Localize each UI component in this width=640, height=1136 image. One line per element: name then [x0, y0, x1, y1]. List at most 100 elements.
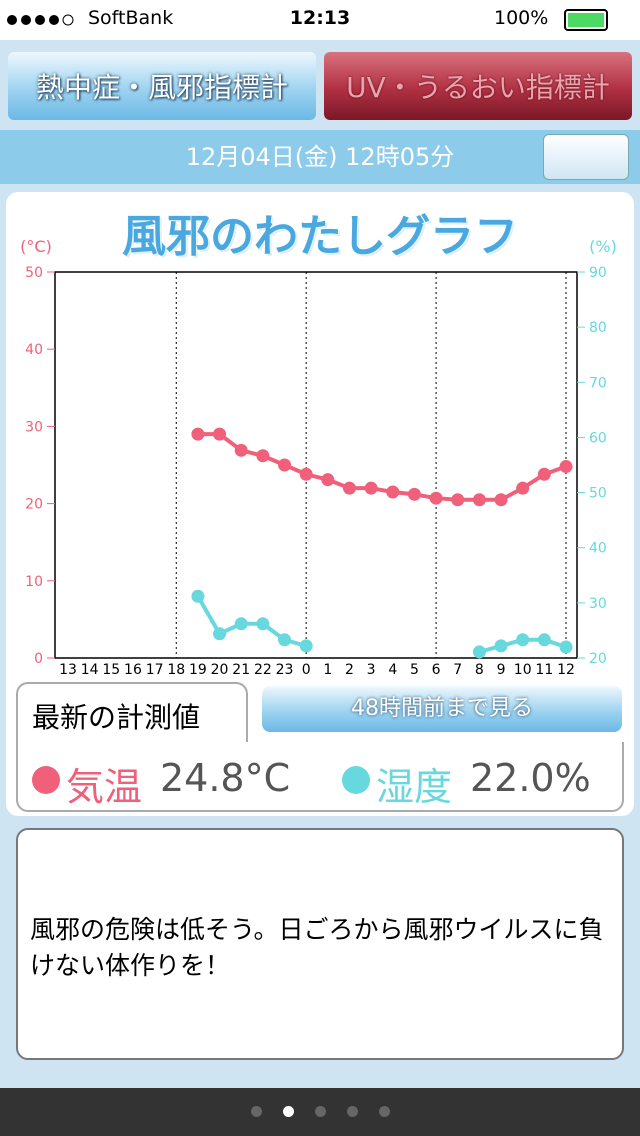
- chart: (°C) (%) 13 14 15 16 17 18 19 20 21 22 23 0 1 2 3 4 5 6 7 8…: [7, 9, 617, 678]
- y2-tick-label: 70: [589, 375, 607, 391]
- data-point: [451, 493, 465, 507]
- data-point: [342, 481, 356, 495]
- carrier: SoftBank: [88, 7, 174, 29]
- x-tick-label: 12: [557, 662, 575, 678]
- x-tick-label: 6: [432, 662, 441, 678]
- data-point: [472, 645, 486, 659]
- date-bar: 12月04日(金) 12時05分: [0, 130, 640, 184]
- x-tick-label: 19: [189, 662, 207, 678]
- message-box: [16, 828, 624, 1060]
- data-point: [559, 460, 573, 474]
- x-tick-label: 23: [276, 662, 294, 678]
- hum-value: 22.0%: [470, 756, 591, 800]
- data-point: [299, 639, 313, 653]
- data-point: [191, 589, 205, 603]
- temp-label: 気温: [66, 765, 143, 809]
- x-tick-label: 17: [146, 662, 164, 678]
- refresh-button[interactable]: [543, 134, 629, 180]
- page-dot[interactable]: [347, 1106, 358, 1117]
- y2-tick-label: 30: [589, 596, 607, 612]
- hum-label: 湿度: [376, 765, 453, 809]
- clock: 12:13: [289, 7, 351, 29]
- x-tick-label: 10: [514, 662, 532, 678]
- values-row: [16, 742, 624, 812]
- x-tick-label: 20: [211, 662, 229, 678]
- x-tick-label: 4: [388, 662, 397, 678]
- y-axis-label: (°C): [20, 237, 52, 256]
- data-point: [537, 633, 551, 647]
- chart-title: 風邪のわたしグラフ: [122, 211, 518, 262]
- data-point: [559, 640, 573, 654]
- page-dot-active[interactable]: [283, 1106, 294, 1117]
- x-tick-label: 3: [367, 662, 376, 678]
- history-button[interactable]: 48時間前まで見る: [262, 686, 622, 732]
- y-tick-label: 40: [25, 342, 43, 358]
- y2-tick-label: 90: [589, 265, 607, 281]
- tab-uv[interactable]: UV・うるおい指標計: [324, 52, 632, 120]
- page-dot[interactable]: [379, 1106, 390, 1117]
- x-tick-label: 8: [475, 662, 484, 678]
- x-tick-label: 16: [124, 662, 142, 678]
- data-point: [234, 443, 248, 457]
- x-tick-label: 0: [302, 662, 311, 678]
- message: 風邪の危険は低そう。日ごろから風邪ウイルスに負けない体作りを！: [30, 915, 604, 980]
- data-point: [429, 491, 443, 505]
- y2-tick-label: 80: [589, 320, 607, 336]
- temp-dot: [32, 766, 60, 794]
- data-point: [278, 633, 292, 647]
- x-tick-label: 5: [410, 662, 419, 678]
- x-tick-label: 9: [497, 662, 506, 678]
- y-tick-label: 10: [25, 574, 43, 590]
- data-point: [256, 449, 270, 463]
- x-tick-label: 1: [323, 662, 332, 678]
- data-point: [537, 467, 551, 481]
- data-point: [321, 473, 335, 487]
- status-bar: [0, 0, 640, 40]
- battery-icon: [564, 9, 608, 31]
- tab-heat-cold[interactable]: 熱中症・風邪指標計: [8, 52, 316, 120]
- x-tick-label: 21: [232, 662, 250, 678]
- data-point: [234, 617, 248, 631]
- x-tick-label: 22: [254, 662, 272, 678]
- battery-percent: 100%: [494, 7, 549, 29]
- data-point: [364, 481, 378, 495]
- data-point: [472, 493, 486, 507]
- data-point: [407, 487, 421, 501]
- y2-axis-label: (%): [589, 237, 617, 256]
- data-point: [494, 493, 508, 507]
- data-point: [494, 639, 508, 653]
- page-dot[interactable]: [315, 1106, 326, 1117]
- x-tick-label: 11: [535, 662, 553, 678]
- panel-tab[interactable]: 最新の計測値: [16, 682, 248, 752]
- x-tick-label: 15: [102, 662, 120, 678]
- data-point: [191, 427, 205, 441]
- y-tick-label: 0: [34, 651, 43, 667]
- data-point: [516, 633, 530, 647]
- data-point: [213, 427, 227, 441]
- data-point: [299, 467, 313, 481]
- x-tick-label: 13: [59, 662, 77, 678]
- y2-tick-label: 20: [589, 651, 607, 667]
- y-tick-label: 20: [25, 497, 43, 513]
- data-point: [278, 458, 292, 472]
- x-tick-label: 2: [345, 662, 354, 678]
- y-tick-label: 50: [25, 265, 43, 281]
- x-tick-label: 7: [453, 662, 462, 678]
- signal: [7, 14, 74, 26]
- data-point: [256, 617, 270, 631]
- data-point: [213, 627, 227, 641]
- battery-level: [568, 13, 604, 27]
- temp-value: 24.8°C: [160, 756, 291, 800]
- plot-area: [54, 271, 578, 659]
- x-tick-label: 14: [81, 662, 99, 678]
- page-dot[interactable]: [251, 1106, 262, 1117]
- y2-tick-label: 50: [589, 486, 607, 502]
- data-point: [386, 485, 400, 499]
- data-point: [516, 481, 530, 495]
- hum-dot: [342, 766, 370, 794]
- y2-tick-label: 40: [589, 541, 607, 557]
- y2-tick-label: 60: [589, 430, 607, 446]
- x-tick-label: 18: [167, 662, 185, 678]
- y-tick-label: 30: [25, 419, 43, 435]
